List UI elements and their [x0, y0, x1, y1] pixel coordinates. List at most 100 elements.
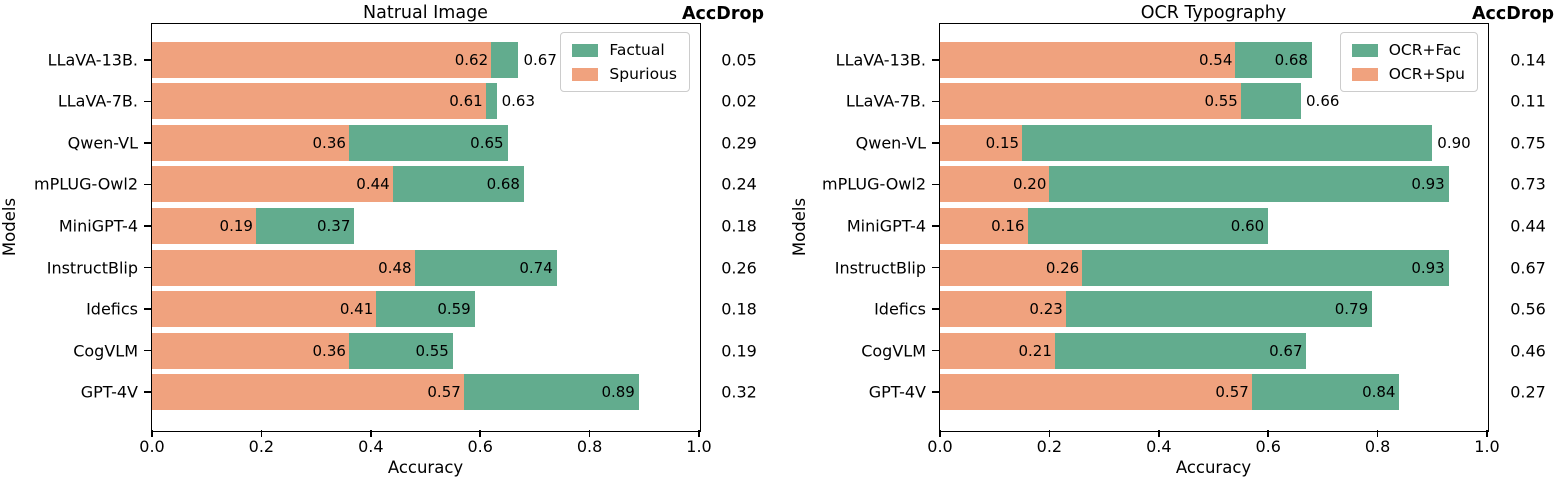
y-tick	[143, 349, 151, 352]
bar-label-factual: 0.84	[1362, 383, 1396, 402]
legend-swatch-spurious	[572, 67, 599, 81]
legend-swatch-spurious	[1351, 67, 1378, 81]
y-tick	[143, 225, 151, 227]
y-tick-label: GPT-4V	[868, 382, 926, 402]
legend-item-spurious: Spurious	[572, 65, 677, 83]
bar-spurious	[940, 249, 1083, 286]
bar-label-spurious: 0.19	[219, 217, 253, 235]
y-tick	[931, 100, 939, 103]
bar-label-factual: 0.55	[415, 341, 449, 360]
bar-label-spurious: 0.44	[356, 175, 390, 194]
bar-label-spurious: 0.20	[1013, 175, 1047, 194]
y-tick-label: Idefics	[86, 299, 138, 319]
y-tick	[143, 183, 151, 186]
x-axis-label: Accuracy	[387, 458, 464, 477]
legend-swatch-factual	[1351, 43, 1378, 57]
bar-label-spurious: 0.57	[1215, 383, 1249, 402]
accdrop-value: 0.14	[1510, 50, 1546, 70]
bar-label-spurious: 0.36	[312, 341, 346, 360]
y-tick	[143, 142, 151, 144]
chart-ocr-typography: OCR Typography AccDrop Models LLaVA-13B.…	[779, 0, 1558, 488]
accdrop-value: 0.18	[721, 299, 757, 319]
y-tick	[143, 308, 151, 310]
plot-area: OCR+Fac OCR+Spu 0.54 0.68 0.55 0.66 0.15 0.90…	[927, 22, 1500, 456]
x-tick-label: 0.2	[248, 437, 275, 456]
y-tick-label: LLaVA-13B.	[47, 50, 138, 70]
legend-swatch-factual	[572, 43, 599, 57]
x-tick	[698, 430, 700, 437]
accdrop-value: 0.19	[721, 341, 757, 361]
bar-label-spurious: 0.55	[1204, 92, 1238, 111]
accdrop-header: AccDrop	[1472, 4, 1554, 24]
bar-label-spurious: 0.16	[991, 217, 1025, 235]
accdrop-value: 0.11	[1510, 91, 1546, 111]
y-tick-label: InstructBlip	[46, 258, 138, 278]
legend: OCR+Fac OCR+Spu	[1339, 32, 1478, 92]
accdrop-value: 0.67	[1510, 258, 1546, 278]
accdrop-column: 0.14 0.11 0.75 0.73 0.44 0.67 0.56 0.46 0.27	[1496, 24, 1558, 430]
bar-label-factual: 0.93	[1411, 175, 1445, 194]
x-tick	[151, 430, 153, 437]
accdrop-value: 0.73	[1510, 174, 1546, 194]
legend-label: OCR+Spu	[1388, 65, 1465, 83]
legend-label: Factual	[609, 41, 665, 59]
chart-natural-image: Natrual Image AccDrop Models LLaVA-13B. L…	[0, 3, 771, 477]
y-tick-label: mPLUG-Owl2	[34, 174, 138, 194]
bar-spurious	[152, 332, 349, 369]
y-tick-label: MiniGPT-4	[58, 216, 138, 236]
x-tick-label: 0.4	[358, 437, 384, 456]
x-tick	[479, 430, 481, 437]
plot-area: Factual Spurious 0.62 0.67 0.61 0.63 0.36 0.6…	[139, 22, 712, 456]
y-tick	[143, 100, 151, 103]
chart-title: OCR Typography	[1140, 3, 1287, 23]
bar-label-spurious: 0.48	[378, 258, 412, 277]
bar-label-factual: 0.90	[1437, 133, 1471, 152]
y-tick	[143, 59, 151, 61]
y-tick	[931, 308, 939, 310]
accdrop-value: 0.27	[1510, 382, 1546, 402]
accdrop-value: 0.29	[721, 133, 757, 153]
y-tick-labels: LLaVA-13B. LLaVA-7B. Qwen-VL mPLUG-Owl2 Mini…	[0, 24, 145, 430]
accdrop-value: 0.05	[721, 50, 757, 70]
bar-label-spurious: 0.57	[427, 383, 461, 402]
x-tick-label: 0.6	[467, 437, 493, 456]
y-tick-label: Qwen-VL	[67, 133, 138, 153]
bar-label-factual: 0.89	[601, 383, 635, 402]
accdrop-value: 0.26	[721, 258, 757, 278]
accdrop-value: 0.56	[1510, 299, 1546, 319]
x-tick-label: 0.8	[576, 437, 603, 456]
bar-label-factual: 0.67	[1269, 341, 1303, 360]
bar-label-spurious: 0.23	[1029, 300, 1063, 319]
bar-label-spurious: 0.62	[454, 50, 489, 69]
chart-title: Natrual Image	[363, 3, 488, 23]
bar-spurious	[940, 83, 1241, 120]
y-tick-label: MiniGPT-4	[846, 216, 926, 236]
x-tick	[1158, 430, 1160, 437]
y-tick-label: LLaVA-7B.	[57, 91, 138, 111]
y-tick-label: Idefics	[874, 299, 926, 319]
x-tick-label: 0.0	[927, 437, 953, 456]
x-tick-label: 0.6	[1255, 437, 1281, 456]
x-axis-label: Accuracy	[1175, 458, 1252, 477]
bar-label-factual: 0.68	[486, 175, 520, 194]
y-tick-label: Qwen-VL	[855, 133, 926, 153]
bar-factual	[940, 124, 1433, 161]
y-tick	[931, 183, 939, 186]
legend-item-ocr-spu: OCR+Spu	[1351, 65, 1465, 83]
y-tick	[143, 391, 151, 393]
bar-label-spurious: 0.41	[339, 300, 374, 319]
accdrop-value: 0.24	[721, 174, 757, 194]
y-tick	[931, 349, 939, 352]
y-tick-label: GPT-4V	[80, 382, 138, 402]
accdrop-value: 0.75	[1510, 133, 1546, 153]
y-tick	[931, 225, 939, 227]
y-tick-label: InstructBlip	[834, 258, 926, 278]
accdrop-column: 0.05 0.02 0.29 0.24 0.18 0.26 0.18 0.19 0.32	[707, 24, 771, 430]
y-tick-label: LLaVA-13B.	[835, 50, 926, 70]
bar-spurious	[152, 83, 486, 120]
x-tick	[370, 430, 372, 437]
y-tick	[931, 391, 939, 393]
bar-spurious	[940, 166, 1050, 203]
y-tick-labels: LLaVA-13B. LLaVA-7B. Qwen-VL mPLUG-Owl2 Mini…	[779, 24, 933, 430]
